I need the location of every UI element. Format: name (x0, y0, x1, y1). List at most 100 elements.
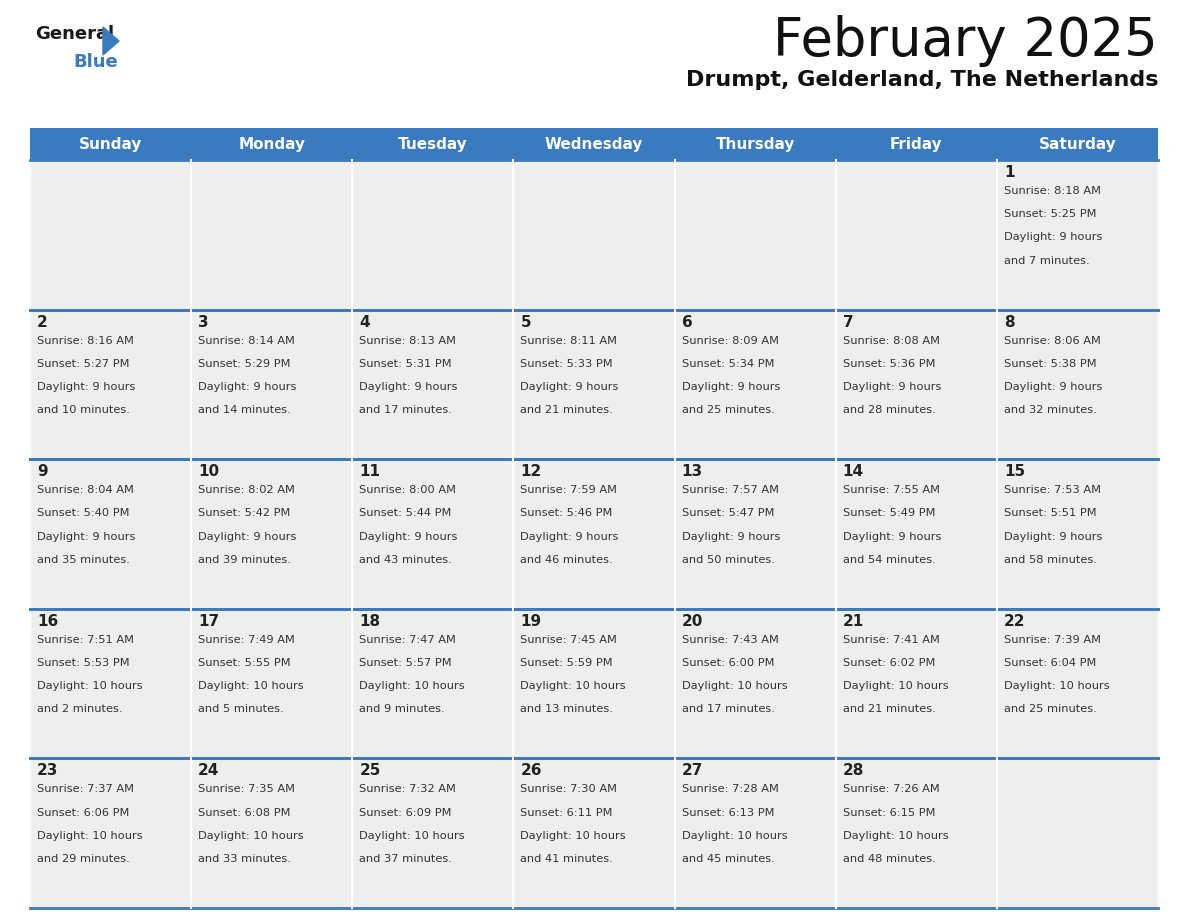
Text: Sunrise: 7:37 AM: Sunrise: 7:37 AM (37, 784, 134, 794)
Bar (191, 128, 353, 160)
Bar (997, 609, 1158, 758)
Text: Sunset: 5:40 PM: Sunset: 5:40 PM (37, 509, 129, 519)
Text: Sunrise: 7:32 AM: Sunrise: 7:32 AM (359, 784, 456, 794)
Text: February 2025: February 2025 (773, 15, 1158, 67)
Text: and 33 minutes.: and 33 minutes. (198, 854, 291, 864)
Bar (191, 160, 353, 309)
Text: Sunrise: 8:14 AM: Sunrise: 8:14 AM (198, 336, 295, 345)
Text: Daylight: 9 hours: Daylight: 9 hours (37, 532, 135, 542)
Text: Sunset: 5:38 PM: Sunset: 5:38 PM (1004, 359, 1097, 369)
Bar (30, 758, 191, 908)
Text: Sunrise: 8:00 AM: Sunrise: 8:00 AM (359, 486, 456, 495)
Bar (675, 160, 835, 309)
Text: and 7 minutes.: and 7 minutes. (1004, 255, 1089, 265)
Text: Sunset: 6:02 PM: Sunset: 6:02 PM (842, 658, 935, 668)
Bar (513, 160, 675, 309)
Bar (353, 609, 513, 758)
Text: 4: 4 (359, 315, 369, 330)
Text: Sunrise: 7:35 AM: Sunrise: 7:35 AM (198, 784, 295, 794)
Text: and 32 minutes.: and 32 minutes. (1004, 405, 1097, 415)
Bar (835, 459, 997, 609)
Text: Daylight: 9 hours: Daylight: 9 hours (682, 532, 781, 542)
Bar (353, 758, 513, 908)
Text: 12: 12 (520, 465, 542, 479)
Bar (513, 128, 675, 160)
Text: and 17 minutes.: and 17 minutes. (359, 405, 453, 415)
Text: 3: 3 (198, 315, 209, 330)
Text: Blue: Blue (72, 53, 118, 71)
Text: and 45 minutes.: and 45 minutes. (682, 854, 775, 864)
Text: and 58 minutes.: and 58 minutes. (1004, 554, 1097, 565)
Bar (675, 309, 835, 459)
Text: Wednesday: Wednesday (545, 137, 643, 151)
Text: Sunset: 5:57 PM: Sunset: 5:57 PM (359, 658, 451, 668)
Text: Sunrise: 7:28 AM: Sunrise: 7:28 AM (682, 784, 778, 794)
Text: and 9 minutes.: and 9 minutes. (359, 704, 446, 714)
Text: Saturday: Saturday (1038, 137, 1117, 151)
Text: Sunrise: 7:49 AM: Sunrise: 7:49 AM (198, 635, 295, 644)
Text: Daylight: 9 hours: Daylight: 9 hours (198, 382, 297, 392)
Text: Sunset: 6:00 PM: Sunset: 6:00 PM (682, 658, 775, 668)
Text: Sunrise: 8:18 AM: Sunrise: 8:18 AM (1004, 186, 1101, 196)
Text: Sunset: 5:55 PM: Sunset: 5:55 PM (198, 658, 291, 668)
Text: Daylight: 9 hours: Daylight: 9 hours (37, 382, 135, 392)
Text: and 50 minutes.: and 50 minutes. (682, 554, 775, 565)
Bar (513, 758, 675, 908)
Bar (191, 459, 353, 609)
Text: 28: 28 (842, 764, 864, 778)
Bar (513, 609, 675, 758)
Text: 21: 21 (842, 614, 864, 629)
Text: Daylight: 10 hours: Daylight: 10 hours (520, 681, 626, 691)
Text: 25: 25 (359, 764, 380, 778)
Text: and 13 minutes.: and 13 minutes. (520, 704, 613, 714)
Text: Sunset: 5:31 PM: Sunset: 5:31 PM (359, 359, 451, 369)
Text: Sunset: 6:09 PM: Sunset: 6:09 PM (359, 808, 451, 818)
Text: 11: 11 (359, 465, 380, 479)
Text: 19: 19 (520, 614, 542, 629)
Text: Sunset: 6:06 PM: Sunset: 6:06 PM (37, 808, 129, 818)
Text: 10: 10 (198, 465, 220, 479)
Text: 17: 17 (198, 614, 220, 629)
Text: 26: 26 (520, 764, 542, 778)
Text: Sunrise: 7:59 AM: Sunrise: 7:59 AM (520, 486, 618, 495)
Text: 22: 22 (1004, 614, 1025, 629)
Text: Friday: Friday (890, 137, 942, 151)
Text: and 10 minutes.: and 10 minutes. (37, 405, 129, 415)
Text: Sunrise: 8:04 AM: Sunrise: 8:04 AM (37, 486, 134, 495)
Text: Tuesday: Tuesday (398, 137, 468, 151)
Text: and 46 minutes.: and 46 minutes. (520, 554, 613, 565)
Text: Sunrise: 7:45 AM: Sunrise: 7:45 AM (520, 635, 618, 644)
Bar (191, 758, 353, 908)
Text: Daylight: 9 hours: Daylight: 9 hours (359, 382, 457, 392)
Bar (835, 758, 997, 908)
Bar (997, 459, 1158, 609)
Text: Sunrise: 7:57 AM: Sunrise: 7:57 AM (682, 486, 778, 495)
Text: Daylight: 9 hours: Daylight: 9 hours (520, 532, 619, 542)
Bar (353, 128, 513, 160)
Text: 15: 15 (1004, 465, 1025, 479)
Text: Sunrise: 7:51 AM: Sunrise: 7:51 AM (37, 635, 134, 644)
Text: Daylight: 9 hours: Daylight: 9 hours (198, 532, 297, 542)
Text: Daylight: 10 hours: Daylight: 10 hours (1004, 681, 1110, 691)
Text: Sunset: 5:25 PM: Sunset: 5:25 PM (1004, 209, 1097, 219)
Text: Daylight: 10 hours: Daylight: 10 hours (198, 831, 304, 841)
Text: Sunset: 6:04 PM: Sunset: 6:04 PM (1004, 658, 1097, 668)
Text: Daylight: 10 hours: Daylight: 10 hours (198, 681, 304, 691)
Bar (997, 758, 1158, 908)
Text: 14: 14 (842, 465, 864, 479)
Text: Sunrise: 8:02 AM: Sunrise: 8:02 AM (198, 486, 295, 495)
Text: 5: 5 (520, 315, 531, 330)
Text: and 43 minutes.: and 43 minutes. (359, 554, 453, 565)
Text: Sunset: 5:47 PM: Sunset: 5:47 PM (682, 509, 775, 519)
Text: 16: 16 (37, 614, 58, 629)
Text: Daylight: 9 hours: Daylight: 9 hours (359, 532, 457, 542)
Text: Sunset: 5:27 PM: Sunset: 5:27 PM (37, 359, 129, 369)
Text: and 41 minutes.: and 41 minutes. (520, 854, 613, 864)
Text: Sunset: 5:42 PM: Sunset: 5:42 PM (198, 509, 291, 519)
Text: 1: 1 (1004, 165, 1015, 180)
Text: Sunset: 6:08 PM: Sunset: 6:08 PM (198, 808, 291, 818)
Bar (675, 128, 835, 160)
Text: Daylight: 9 hours: Daylight: 9 hours (1004, 532, 1102, 542)
Bar (353, 309, 513, 459)
Text: Sunrise: 8:08 AM: Sunrise: 8:08 AM (842, 336, 940, 345)
